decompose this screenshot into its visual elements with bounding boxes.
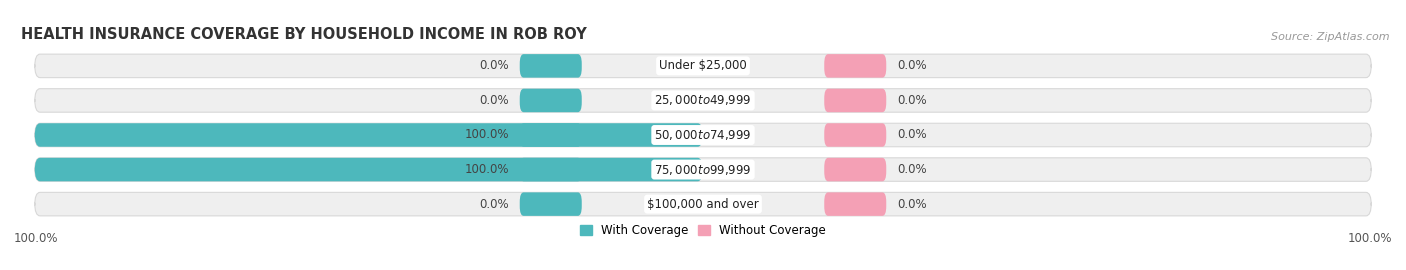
Text: $50,000 to $74,999: $50,000 to $74,999	[654, 128, 752, 142]
Text: 0.0%: 0.0%	[479, 59, 509, 72]
FancyBboxPatch shape	[520, 192, 582, 216]
Text: $100,000 and over: $100,000 and over	[647, 198, 759, 211]
FancyBboxPatch shape	[824, 89, 886, 112]
Text: 0.0%: 0.0%	[897, 129, 927, 141]
FancyBboxPatch shape	[35, 89, 1371, 112]
FancyBboxPatch shape	[824, 158, 886, 181]
Text: Under $25,000: Under $25,000	[659, 59, 747, 72]
FancyBboxPatch shape	[35, 123, 1371, 147]
FancyBboxPatch shape	[35, 192, 1371, 216]
FancyBboxPatch shape	[520, 158, 582, 181]
Text: 0.0%: 0.0%	[897, 198, 927, 211]
Legend: With Coverage, Without Coverage: With Coverage, Without Coverage	[575, 219, 831, 241]
FancyBboxPatch shape	[35, 54, 1371, 78]
Text: 100.0%: 100.0%	[1347, 232, 1392, 245]
FancyBboxPatch shape	[824, 123, 886, 147]
FancyBboxPatch shape	[35, 158, 1371, 181]
FancyBboxPatch shape	[520, 89, 582, 112]
Text: 100.0%: 100.0%	[464, 129, 509, 141]
Text: 0.0%: 0.0%	[479, 198, 509, 211]
Text: 0.0%: 0.0%	[897, 59, 927, 72]
FancyBboxPatch shape	[824, 192, 886, 216]
Text: $75,000 to $99,999: $75,000 to $99,999	[654, 163, 752, 177]
Text: 0.0%: 0.0%	[479, 94, 509, 107]
Text: $25,000 to $49,999: $25,000 to $49,999	[654, 93, 752, 107]
Text: Source: ZipAtlas.com: Source: ZipAtlas.com	[1271, 32, 1389, 42]
FancyBboxPatch shape	[35, 158, 703, 181]
Text: HEALTH INSURANCE COVERAGE BY HOUSEHOLD INCOME IN ROB ROY: HEALTH INSURANCE COVERAGE BY HOUSEHOLD I…	[21, 27, 586, 42]
FancyBboxPatch shape	[520, 54, 582, 78]
Text: 100.0%: 100.0%	[14, 232, 59, 245]
Text: 100.0%: 100.0%	[464, 163, 509, 176]
Text: 0.0%: 0.0%	[897, 94, 927, 107]
FancyBboxPatch shape	[824, 54, 886, 78]
FancyBboxPatch shape	[35, 123, 703, 147]
FancyBboxPatch shape	[520, 123, 582, 147]
Text: 0.0%: 0.0%	[897, 163, 927, 176]
